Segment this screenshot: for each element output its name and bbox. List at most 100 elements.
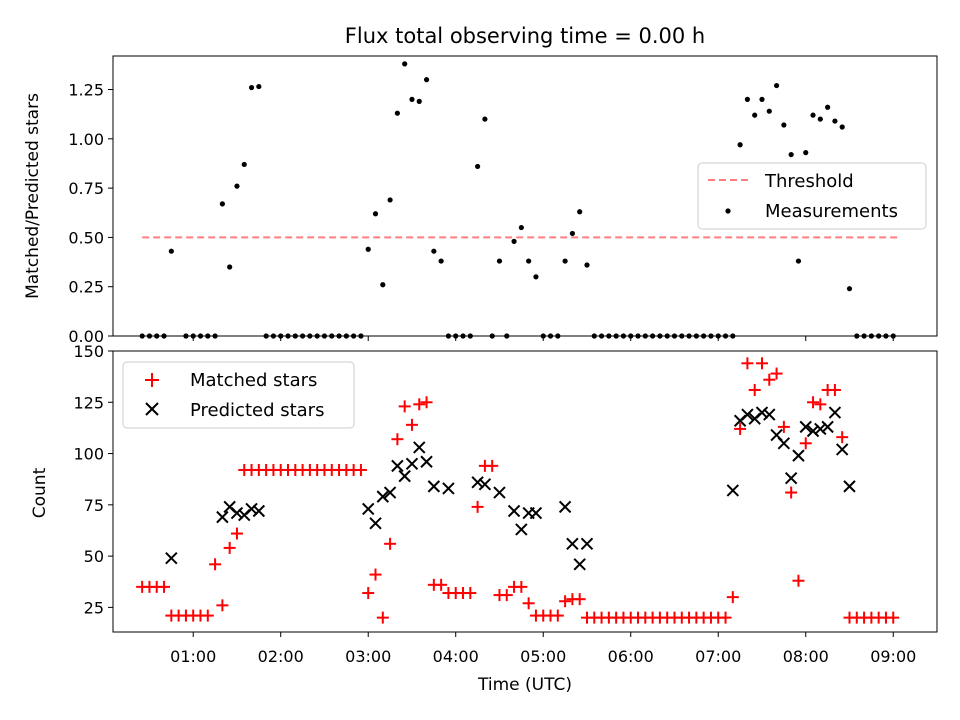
bottom-x-tick-label: 02:00 xyxy=(258,647,304,666)
predicted-star-point xyxy=(427,480,441,493)
matched-star-point xyxy=(405,418,418,431)
bottom-x-axis-label: Time (UTC) xyxy=(477,675,572,695)
bottom-x-tick-label: 07:00 xyxy=(695,647,741,666)
matched-star-point xyxy=(748,383,761,396)
predicted-star-point xyxy=(529,506,543,520)
predicted-star-point xyxy=(726,484,740,497)
measurement-point xyxy=(788,151,794,158)
bottom-x-tick-label: 04:00 xyxy=(433,647,479,666)
measurement-point xyxy=(423,77,430,83)
predicted-star-point xyxy=(835,443,849,456)
matched-star-point xyxy=(807,396,820,409)
measurement-point xyxy=(825,104,831,110)
bottom-x-tick-label: 01:00 xyxy=(170,647,216,666)
matched-star-point xyxy=(777,420,790,433)
matched-star-point xyxy=(420,396,433,409)
matched-star-point xyxy=(799,437,812,450)
bottom-legend: Matched stars Predicted stars xyxy=(122,361,355,429)
matched-star-point xyxy=(398,400,411,413)
top-y-tick-label: 1.00 xyxy=(68,130,104,149)
bottom-y-tick-label: 150 xyxy=(73,342,104,361)
predicted-star-point xyxy=(230,506,244,520)
predicted-star-point xyxy=(369,517,382,530)
bottom-x-ticks: 01:00 02:00 03:00 04:00 05:00 06:00 07:00 08:00… xyxy=(170,632,916,666)
measurement-point xyxy=(533,274,539,280)
top-legend: Threshold Measurements xyxy=(697,162,927,230)
measurement-point xyxy=(511,238,517,244)
measurement-point xyxy=(518,224,524,231)
matched-star-point xyxy=(158,580,171,593)
measurement-point xyxy=(409,96,415,102)
matched-star-point xyxy=(362,587,375,600)
measurement-point xyxy=(810,112,816,118)
measurement-point xyxy=(256,83,262,90)
measurement-point xyxy=(839,124,845,130)
top-y-ticks: 0.00 0.25 0.50 0.75 1.00 1.25 xyxy=(68,81,113,346)
matched-star-point xyxy=(719,611,732,624)
measurement-point xyxy=(737,142,743,148)
matched-star-point xyxy=(551,609,564,622)
bottom-x-tick-label: 03:00 xyxy=(345,647,391,666)
measurement-point xyxy=(219,201,225,207)
predicted-star-point xyxy=(566,537,579,551)
predicted-star-point xyxy=(165,551,178,565)
bottom-x-tick-label: 08:00 xyxy=(783,647,829,666)
bottom-axes-frame xyxy=(112,350,938,633)
predicted-star-point xyxy=(799,420,812,434)
top-legend-frame xyxy=(697,162,927,230)
predicted-star-point xyxy=(792,449,805,462)
bottom-x-tick-label: 05:00 xyxy=(520,647,566,666)
legend-predicted-label: Predicted stars xyxy=(190,400,324,421)
measurement-point xyxy=(577,209,583,215)
top-x-ticks xyxy=(192,336,894,341)
measurement-point xyxy=(744,96,751,102)
matched-star-point xyxy=(887,611,900,624)
matched-star-point xyxy=(486,459,499,472)
bottom-x-tick-label: 06:00 xyxy=(608,647,654,666)
matched-star-point xyxy=(500,589,513,602)
predicted-star-point xyxy=(245,502,258,516)
predicted-star-point xyxy=(376,490,390,503)
measurement-point xyxy=(752,112,758,118)
matched-star-point xyxy=(734,422,747,435)
measurement-point xyxy=(846,286,853,292)
measurement-point xyxy=(248,84,255,91)
matched-stars-layer xyxy=(136,357,900,624)
legend-matched-label: Matched stars xyxy=(190,370,317,391)
top-chart-title: Flux total observing time = 0.00 h xyxy=(345,24,705,48)
predicted-star-point xyxy=(828,406,842,419)
matched-star-point xyxy=(413,398,426,411)
predicted-star-point xyxy=(216,510,229,524)
measurement-point xyxy=(241,161,247,168)
predicted-star-point xyxy=(573,558,586,571)
measurement-point xyxy=(394,110,400,116)
matched-star-point xyxy=(201,609,214,622)
predicted-star-point xyxy=(391,459,404,473)
matched-star-point xyxy=(770,367,783,380)
measurement-point xyxy=(795,258,802,264)
measurement-point xyxy=(584,262,590,268)
top-panel: 0.00 0.25 0.50 0.75 1.00 1.25 Matched/Predict… xyxy=(23,55,938,346)
legend-threshold-label: Threshold xyxy=(764,171,854,192)
predicted-stars-layer xyxy=(165,406,856,571)
bottom-y-tick-label: 75 xyxy=(84,496,104,515)
predicted-star-point xyxy=(507,504,521,518)
predicted-star-point xyxy=(741,408,754,421)
measurement-point xyxy=(416,98,422,104)
matched-star-point xyxy=(836,431,849,444)
matched-star-point xyxy=(384,537,397,550)
matched-star-point xyxy=(435,578,448,591)
top-y-tick-label: 0.00 xyxy=(68,327,104,346)
measurement-point xyxy=(526,258,532,264)
predicted-star-point xyxy=(763,408,776,421)
measurement-point xyxy=(817,116,823,122)
predicted-star-point xyxy=(398,469,411,483)
measurement-point xyxy=(496,258,503,264)
predicted-star-point xyxy=(420,455,433,468)
matched-star-point xyxy=(230,527,243,540)
predicted-star-point xyxy=(383,486,397,499)
bottom-panel: 25 50 75 100 125 150 01:00 02:00 03:00 04:00 05:0… xyxy=(30,342,938,695)
bottom-x-tick-label: 09:00 xyxy=(870,647,916,666)
matched-star-point xyxy=(464,587,477,600)
bottom-y-tick-label: 100 xyxy=(73,445,104,464)
